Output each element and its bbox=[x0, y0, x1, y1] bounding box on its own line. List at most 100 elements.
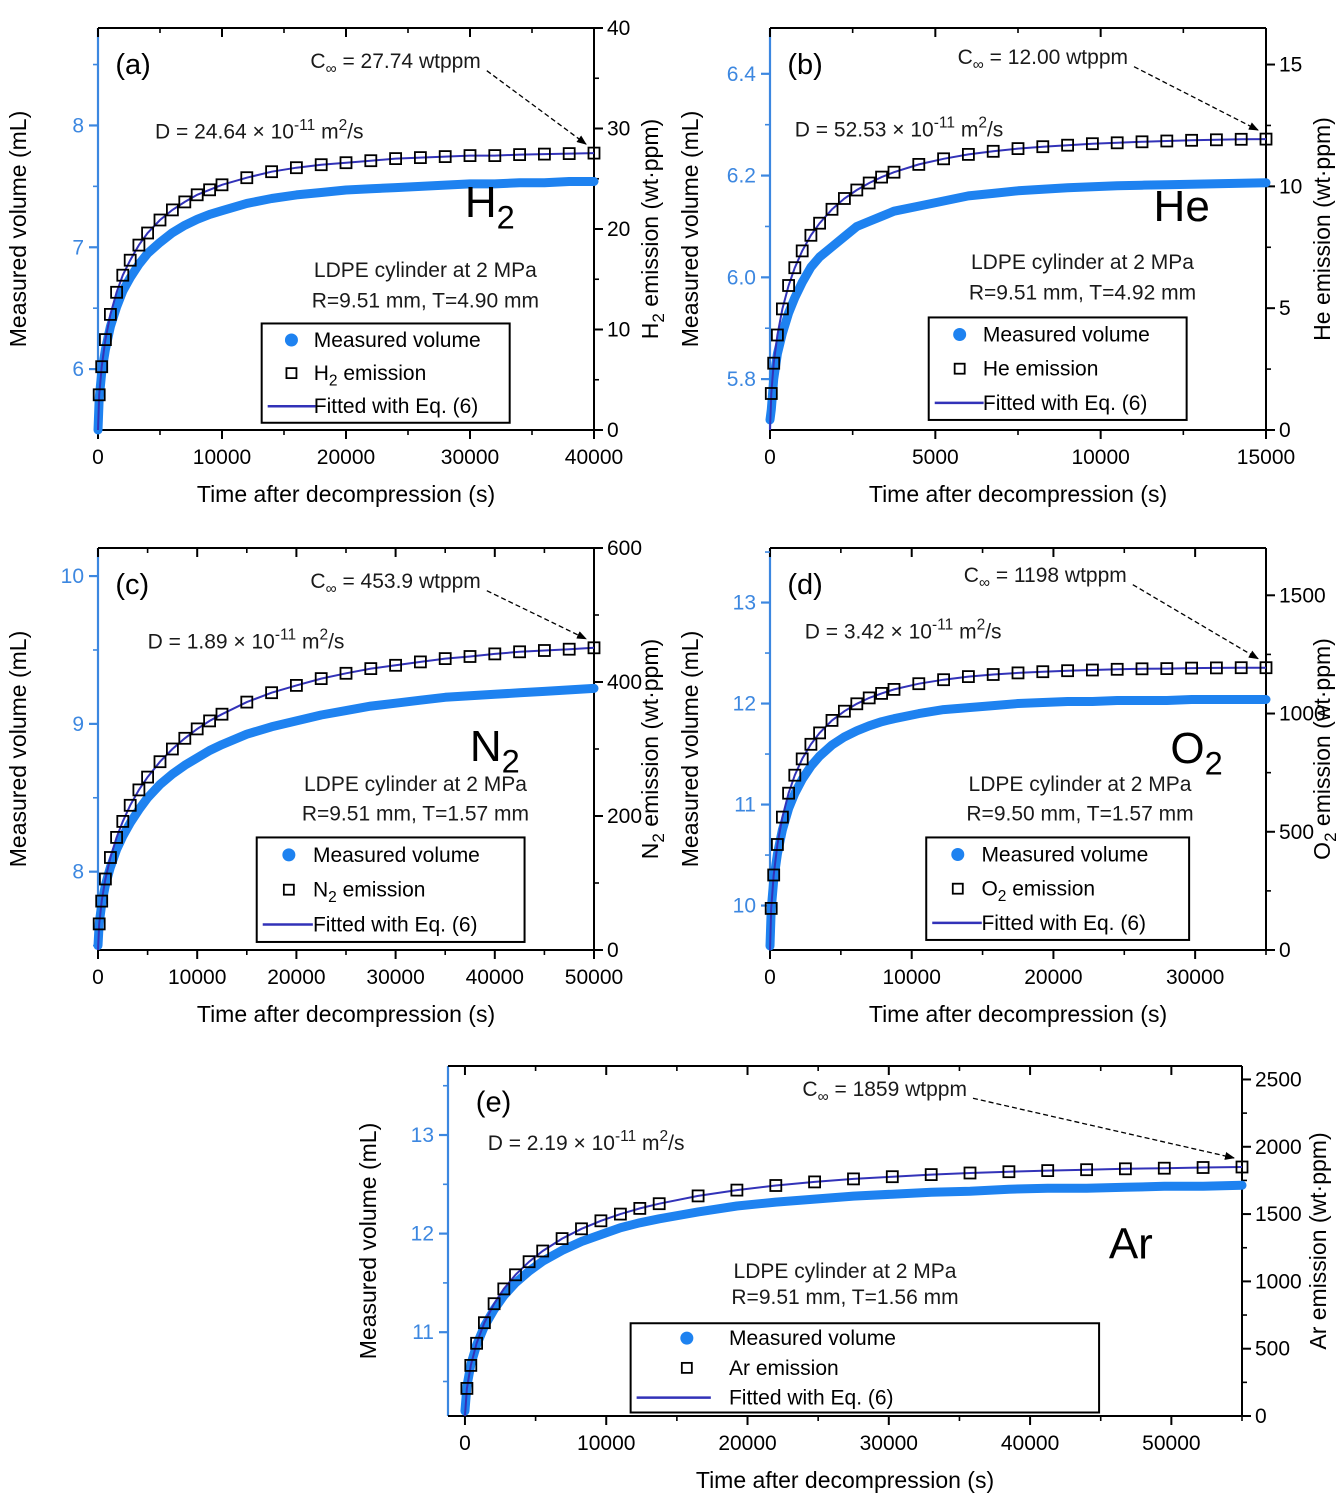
svg-text:Time after decompression (s): Time after decompression (s) bbox=[197, 481, 495, 507]
panel-a: 0 10000 20000 30000 40000 6 7 8 0 10 20 30 40 Time af… bbox=[0, 0, 672, 520]
c-infinity-arrow bbox=[1133, 66, 1259, 131]
svg-text:LDPE cylinder at 2 MPa: LDPE cylinder at 2 MPa bbox=[314, 259, 537, 282]
axes: 0 5000 10000 15000 5.8 6.0 6.2 6.4 0 5 10 15 bbox=[727, 27, 1302, 469]
svg-text:7: 7 bbox=[72, 236, 84, 259]
series-fit-line bbox=[769, 666, 1266, 951]
chart-e-svg: 0 10000 20000 30000 40000 50000 11 12 13 0 500 1000… bbox=[355, 1065, 1331, 1493]
svg-text:R=9.50 mm, T=1.57 mm: R=9.50 mm, T=1.57 mm bbox=[966, 803, 1193, 826]
svg-text:0: 0 bbox=[459, 1432, 471, 1455]
svg-text:LDPE cylinder at 2 MPa: LDPE cylinder at 2 MPa bbox=[304, 773, 527, 796]
c-infinity-arrow bbox=[486, 70, 587, 145]
svg-text:10: 10 bbox=[1279, 175, 1302, 198]
svg-text:50000: 50000 bbox=[565, 966, 623, 989]
chart-d-svg: 0 10000 20000 30000 10 11 12 13 0 500 1000 1500 Time… bbox=[677, 547, 1340, 1027]
svg-text:1500: 1500 bbox=[1279, 584, 1326, 607]
svg-text:Measured volume: Measured volume bbox=[313, 844, 480, 867]
series-emission-squares bbox=[460, 1160, 1249, 1395]
svg-text:Time after decompression (s): Time after decompression (s) bbox=[869, 1001, 1167, 1027]
axes: 0 10000 20000 30000 40000 50000 8 9 10 0 200 400 600 bbox=[61, 537, 642, 989]
panel-b: 0 5000 10000 15000 5.8 6.0 6.2 6.4 0 5 10 15 Time af… bbox=[672, 0, 1344, 520]
svg-text:10000: 10000 bbox=[168, 966, 226, 989]
svg-text:30000: 30000 bbox=[860, 1432, 918, 1455]
axes: 0 10000 20000 30000 10 11 12 13 0 500 1000 1500 bbox=[733, 547, 1326, 989]
svg-text:Time after decompression (s): Time after decompression (s) bbox=[869, 481, 1167, 507]
legend: Measured volume N2 emission Fitted with Eq… bbox=[255, 836, 526, 943]
svg-text:Time after decompression (s): Time after decompression (s) bbox=[696, 1467, 994, 1493]
svg-text:D = 24.64 × 10-11 m2/s: D = 24.64 × 10-11 m2/s bbox=[155, 117, 364, 144]
panel-d: 0 10000 20000 30000 10 11 12 13 0 500 1000 1500 Time… bbox=[672, 520, 1344, 1040]
c-infinity-arrow bbox=[1132, 584, 1259, 660]
c-infinity-arrow bbox=[486, 590, 587, 640]
series-fit-line bbox=[97, 152, 595, 431]
chart-b-svg: 0 5000 10000 15000 5.8 6.0 6.2 6.4 0 5 10 15 Time af… bbox=[677, 27, 1335, 507]
svg-text:Measured volume (mL): Measured volume (mL) bbox=[677, 111, 703, 347]
svg-text:C∞ = 1859 wtppm: C∞ = 1859 wtppm bbox=[802, 1078, 967, 1106]
svg-text:40000: 40000 bbox=[565, 446, 623, 469]
svg-text:D = 1.89 × 10-11 m2/s: D = 1.89 × 10-11 m2/s bbox=[148, 627, 345, 654]
svg-text:Fitted with Eq. (6): Fitted with Eq. (6) bbox=[313, 914, 478, 937]
c-infinity-arrow bbox=[972, 1097, 1235, 1160]
svg-text:R=9.51 mm, T=4.90 mm: R=9.51 mm, T=4.90 mm bbox=[312, 289, 539, 312]
svg-text:C∞ = 453.9 wtppm: C∞ = 453.9 wtppm bbox=[310, 570, 480, 598]
svg-text:10000: 10000 bbox=[883, 966, 941, 989]
svg-text:10: 10 bbox=[607, 319, 630, 342]
svg-text:(d): (d) bbox=[787, 569, 822, 601]
svg-text:He emission (wt·ppm): He emission (wt·ppm) bbox=[1309, 117, 1335, 341]
series-measured-volume bbox=[765, 695, 1271, 951]
svg-text:0: 0 bbox=[764, 966, 776, 989]
figure-row-1: 0 10000 20000 30000 40000 6 7 8 0 10 20 30 40 Time af… bbox=[0, 0, 1344, 520]
svg-text:C∞ = 12.00 wtppm: C∞ = 12.00 wtppm bbox=[958, 46, 1128, 74]
legend: Measured volume He emission Fitted with Eq… bbox=[927, 316, 1188, 421]
svg-text:0: 0 bbox=[92, 446, 104, 469]
svg-text:5: 5 bbox=[1279, 297, 1291, 320]
panel-e: 0 10000 20000 30000 40000 50000 11 12 13 0 500 1000… bbox=[330, 1040, 1340, 1502]
svg-text:(c): (c) bbox=[115, 569, 149, 601]
svg-text:C∞ = 1198 wtppm: C∞ = 1198 wtppm bbox=[964, 564, 1127, 592]
svg-text:(b): (b) bbox=[787, 49, 822, 81]
svg-text:R=9.51 mm, T=4.92 mm: R=9.51 mm, T=4.92 mm bbox=[969, 281, 1196, 304]
svg-text:5000: 5000 bbox=[912, 446, 959, 469]
series-measured-volume bbox=[93, 683, 599, 951]
svg-text:D = 3.42 × 10-11 m2/s: D = 3.42 × 10-11 m2/s bbox=[805, 617, 1002, 644]
svg-text:Measured volume: Measured volume bbox=[981, 844, 1148, 867]
svg-text:50000: 50000 bbox=[1142, 1432, 1200, 1455]
svg-text:0: 0 bbox=[1279, 939, 1291, 962]
legend-dot-marker bbox=[282, 848, 296, 862]
svg-text:12: 12 bbox=[733, 693, 756, 716]
panel-c: 0 10000 20000 30000 40000 50000 8 9 10 0 200 400 600… bbox=[0, 520, 672, 1040]
svg-text:20000: 20000 bbox=[1024, 966, 1082, 989]
axis-labels: Time after decompression (s) Measured vol… bbox=[355, 1123, 1331, 1493]
svg-text:LDPE cylinder at 2 MPa: LDPE cylinder at 2 MPa bbox=[971, 251, 1194, 274]
svg-text:30000: 30000 bbox=[1166, 966, 1224, 989]
svg-text:H2: H2 bbox=[465, 178, 515, 235]
svg-text:(a): (a) bbox=[115, 49, 150, 81]
legend-dot-marker bbox=[680, 1331, 694, 1345]
svg-text:30000: 30000 bbox=[441, 446, 499, 469]
svg-text:11: 11 bbox=[412, 1321, 434, 1344]
svg-text:(e): (e) bbox=[476, 1087, 511, 1119]
series-emission-squares bbox=[92, 641, 601, 931]
series-fit-line bbox=[769, 138, 1267, 431]
svg-text:N2 emission: N2 emission bbox=[313, 879, 426, 907]
svg-text:40: 40 bbox=[607, 17, 630, 40]
legend-dot-marker bbox=[951, 848, 965, 862]
svg-text:200: 200 bbox=[607, 805, 642, 828]
svg-text:2000: 2000 bbox=[1255, 1136, 1302, 1159]
svg-text:6.4: 6.4 bbox=[727, 63, 757, 86]
svg-text:500: 500 bbox=[1279, 821, 1314, 844]
svg-text:6.2: 6.2 bbox=[727, 165, 756, 188]
svg-text:20000: 20000 bbox=[718, 1432, 776, 1455]
svg-text:6: 6 bbox=[72, 358, 84, 381]
svg-text:D = 52.53 × 10-11 m2/s: D = 52.53 × 10-11 m2/s bbox=[795, 115, 1004, 142]
svg-text:400: 400 bbox=[607, 671, 642, 694]
svg-text:15000: 15000 bbox=[1237, 446, 1295, 469]
svg-text:Measured volume (mL): Measured volume (mL) bbox=[355, 1123, 381, 1359]
axes: 0 10000 20000 30000 40000 50000 11 12 13 0 500 1000… bbox=[411, 1065, 1302, 1455]
svg-text:O2: O2 bbox=[1170, 724, 1222, 781]
svg-text:1000: 1000 bbox=[1279, 703, 1326, 726]
svg-text:Ar emission (wt·ppm): Ar emission (wt·ppm) bbox=[1305, 1132, 1331, 1349]
legend-square-marker bbox=[285, 367, 298, 380]
annotations: (c) N2 D = 1.89 × 10-11 m2/s C∞ = 453.9 wtp… bbox=[115, 569, 587, 826]
svg-text:15: 15 bbox=[1279, 54, 1302, 77]
